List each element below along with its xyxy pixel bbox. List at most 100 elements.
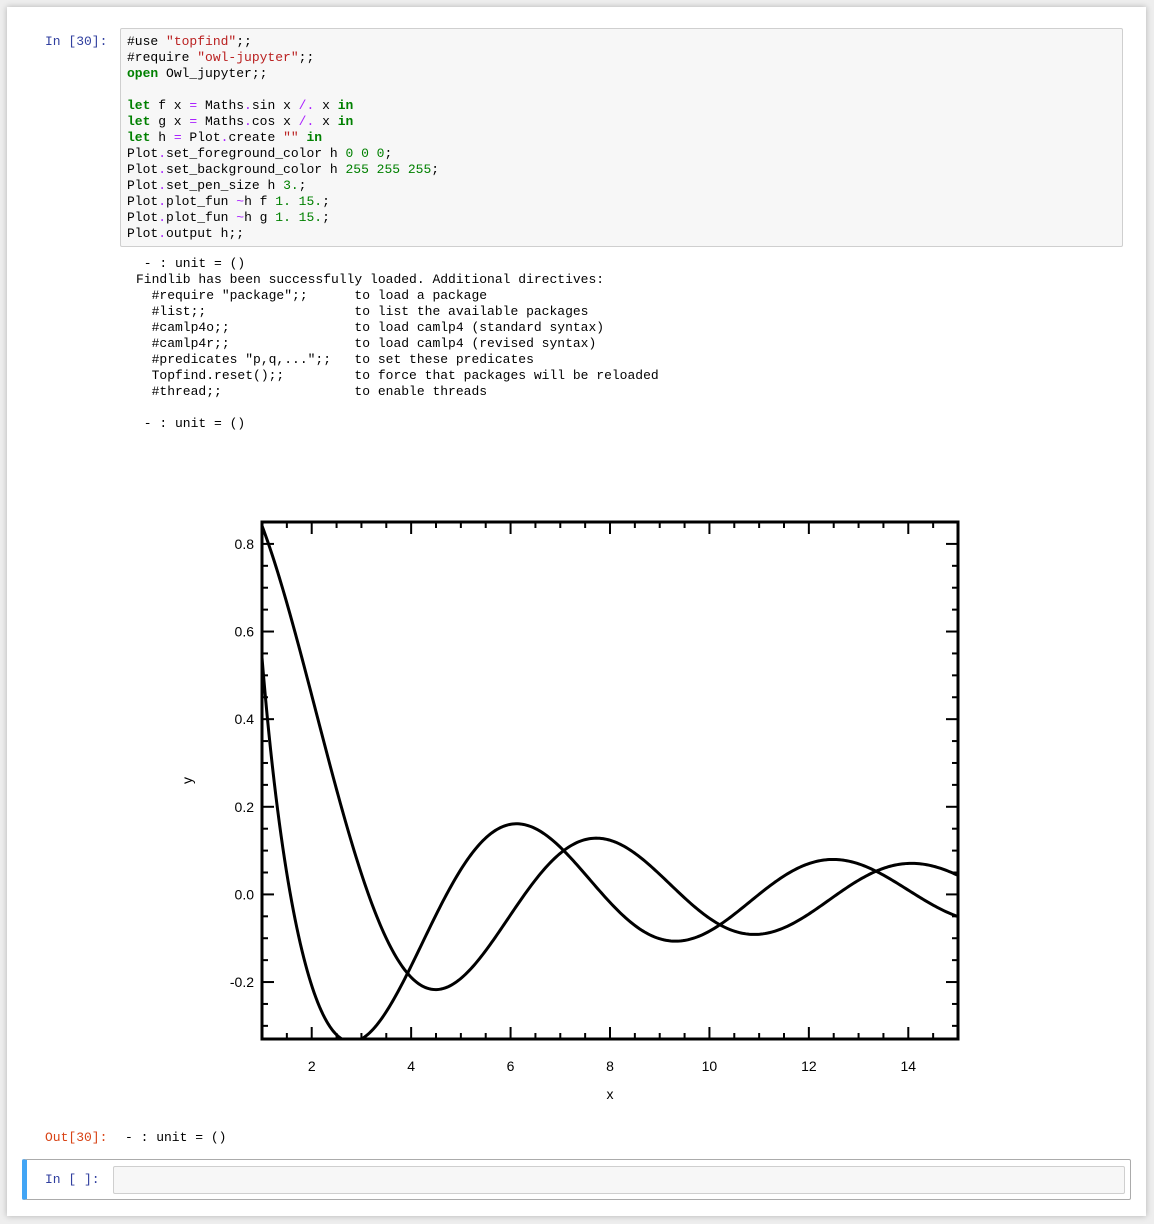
code-token: Plot — [181, 130, 221, 145]
code-token: = — [173, 130, 182, 145]
code-token: ~ — [236, 210, 245, 225]
plot-frame — [260, 520, 960, 1041]
line-chart: 2 4 6 8 10 12 14 -0.2 0.0 0.2 0.4 0.6 0.8 x y — [179, 520, 960, 1102]
code-token: f x — [150, 98, 190, 113]
code-token: h f — [244, 194, 276, 209]
code-token: #require — [127, 50, 198, 65]
code-token: set_pen_size h — [166, 178, 284, 193]
code-token: = — [189, 114, 198, 129]
code-token: /. — [298, 114, 315, 129]
empty-cell-prompt: In [ ]: — [45, 1172, 100, 1187]
code-token: create — [228, 130, 284, 145]
y-tick-label: 0.8 — [235, 536, 255, 552]
code-token: #use — [127, 34, 167, 49]
output-line: #camlp4r;; to load camlp4 (revised synta… — [136, 336, 597, 351]
code-token: in — [337, 98, 354, 113]
code-line: Plot.plot_fun ~h g 1. 15.; — [127, 210, 1116, 226]
code-token: sin x — [251, 98, 299, 113]
x-axis-label: x — [607, 1086, 614, 1102]
y-axis-label: y — [179, 777, 195, 784]
x-tick-label: 2 — [308, 1058, 316, 1074]
series-line-2 — [262, 657, 958, 1039]
code-token: x — [314, 114, 338, 129]
empty-cell[interactable] — [22, 1159, 1131, 1200]
output-line: #camlp4o;; to load camlp4 (standard synt… — [136, 320, 605, 335]
code-token: /. — [298, 98, 315, 113]
code-token: Maths — [197, 114, 245, 129]
code-token: ~ — [236, 194, 245, 209]
code-token: Plot — [127, 194, 159, 209]
code-line: open Owl_jupyter;; — [127, 66, 1116, 82]
code-line: let h = Plot.create "" in — [127, 130, 1116, 146]
empty-code-editor[interactable] — [113, 1166, 1125, 1194]
code-token: Plot — [127, 162, 159, 177]
output-line: #thread;; to enable threads — [136, 384, 488, 399]
code-line — [127, 82, 1116, 98]
code-token: . — [244, 98, 252, 113]
code-token: ;; — [236, 34, 252, 49]
code-token: ; — [384, 146, 393, 161]
code-token: plot_fun — [166, 194, 237, 209]
code-token: in — [306, 130, 323, 145]
code-token: output h;; — [166, 226, 245, 241]
code-line: let g x = Maths.cos x /. x in — [127, 114, 1116, 130]
y-tick-label: 0.6 — [235, 624, 255, 640]
plot-output: 2 4 6 8 10 12 14 -0.2 0.0 0.2 0.4 0.6 0.8 x y — [167, 467, 987, 1107]
output-line: #require "package";; to load a package — [136, 288, 488, 303]
output-line: Topfind.reset();; to force that packages… — [136, 368, 659, 383]
x-tick-label: 6 — [507, 1058, 515, 1074]
code-token: set_foreground_color h — [166, 146, 346, 161]
code-line: Plot.set_background_color h 255 255 255; — [127, 162, 1116, 178]
output-result: - : unit = () — [125, 1130, 227, 1145]
code-line: Plot.plot_fun ~h f 1. 15.; — [127, 194, 1116, 210]
code-token: . — [158, 194, 167, 209]
code-token: . — [158, 210, 167, 225]
code-token: in — [337, 114, 354, 129]
x-tick-label: 12 — [801, 1058, 817, 1074]
code-line: Plot.output h;; — [127, 226, 1116, 242]
code-token: h — [150, 130, 174, 145]
x-tick-label: 8 — [606, 1058, 614, 1074]
code-token: "" — [283, 130, 299, 145]
output-line: Findlib has been successfully loaded. Ad… — [136, 272, 605, 287]
code-token: Plot — [127, 210, 159, 225]
code-token: 255 255 255 — [345, 162, 432, 177]
code-line: #require "owl-jupyter";; — [127, 50, 1116, 66]
code-line: Plot.set_foreground_color h 0 0 0; — [127, 146, 1116, 162]
output-line: - : unit = () — [136, 416, 246, 431]
code-token: ;; — [298, 50, 315, 65]
code-token: "owl-jupyter" — [197, 50, 299, 65]
code-token: . — [158, 146, 167, 161]
code-token: cos x — [251, 114, 299, 129]
code-token: let — [127, 98, 151, 113]
code-token: 0 0 0 — [345, 146, 385, 161]
x-tick-label: 10 — [702, 1058, 718, 1074]
code-editor[interactable]: #use "topfind";; #require "owl-jupyter";;… — [120, 28, 1123, 247]
code-token: 1. 15. — [275, 194, 323, 209]
output-line: #list;; to list the available packages — [136, 304, 589, 319]
code-token: 1. 15. — [275, 210, 323, 225]
x-tick-label: 14 — [900, 1058, 916, 1074]
code-line: Plot.set_pen_size h 3.; — [127, 178, 1116, 194]
code-line: #use "topfind";; — [127, 34, 1116, 50]
code-token: x — [314, 98, 338, 113]
code-token: Plot — [127, 226, 159, 241]
code-token: ; — [431, 162, 440, 177]
code-line: let f x = Maths.sin x /. x in — [127, 98, 1116, 114]
code-token: Plot — [127, 146, 159, 161]
code-token: ; — [298, 178, 307, 193]
code-token: "topfind" — [166, 34, 237, 49]
code-token: let — [127, 130, 151, 145]
code-token: Maths — [197, 98, 245, 113]
code-token: ; — [322, 194, 330, 209]
code-token: open — [127, 66, 159, 81]
output-line: - : unit = () — [136, 256, 246, 271]
code-token: . — [158, 226, 167, 241]
code-token: set_background_color h — [166, 162, 346, 177]
code-token: h g — [244, 210, 276, 225]
code-token: g x — [150, 114, 190, 129]
series-line-1 — [262, 525, 958, 992]
code-token: . — [220, 130, 229, 145]
notebook-page: In [30]: #use "topfind";; #require "owl-j… — [7, 7, 1146, 1216]
stream-output: - : unit = () Findlib has been successful… — [136, 256, 659, 432]
